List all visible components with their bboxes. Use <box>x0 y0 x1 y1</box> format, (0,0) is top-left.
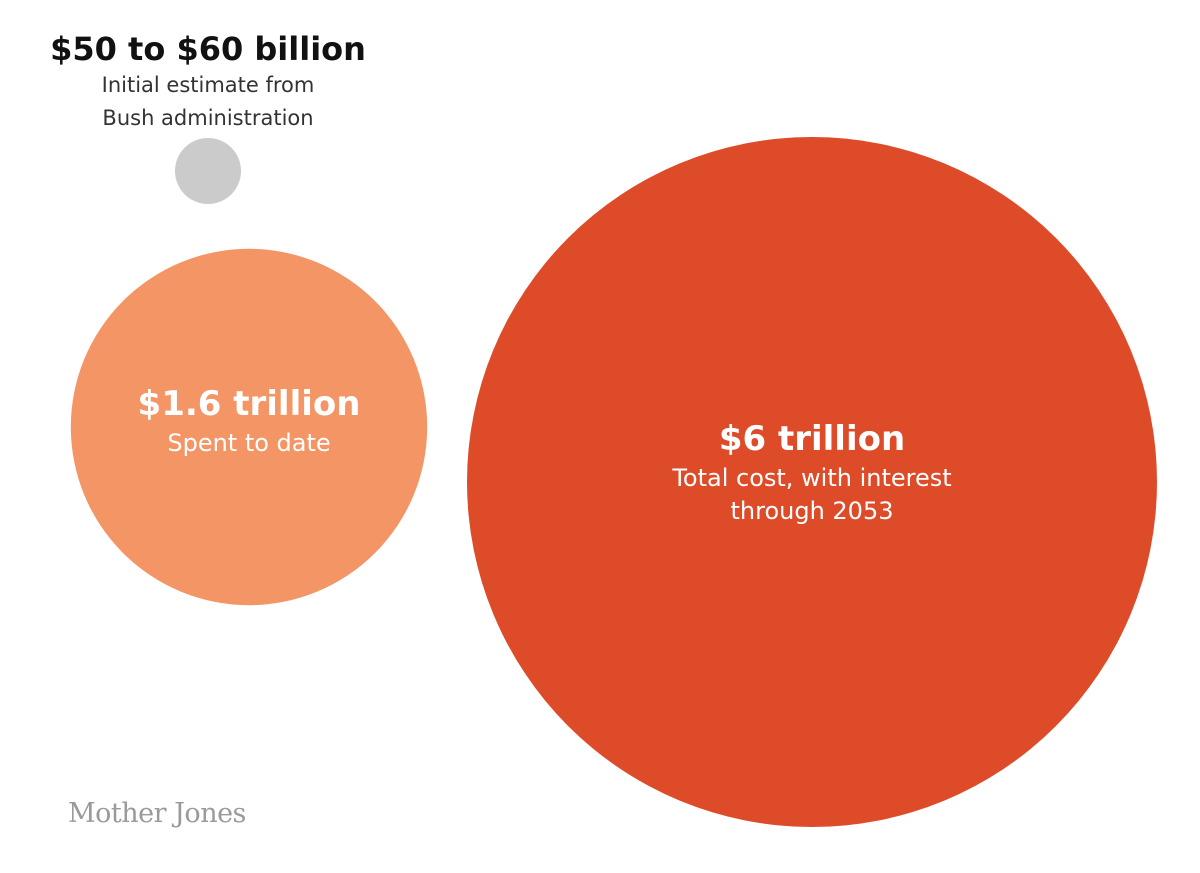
mother-jones-logo: Mother Jones <box>68 798 246 829</box>
bubble-3-description-line: through 2053 <box>730 497 893 525</box>
labels-layer: $50 to $60 billion Initial estimate from B… <box>50 30 952 525</box>
bubbles-layer <box>70 137 1157 827</box>
bubble-1-description-line: Initial estimate from <box>102 73 315 97</box>
bubble-2-value-label: $1.6 trillion <box>138 384 361 424</box>
bubble-1 <box>175 138 241 204</box>
bubble-3-value-label: $6 trillion <box>719 419 905 459</box>
bubble-3 <box>467 137 1157 827</box>
bubble-2-description-line: Spent to date <box>167 429 330 457</box>
bubble-1-description-line: Bush administration <box>102 106 313 130</box>
bubble-2 <box>70 248 428 606</box>
bubble-1-value-label: $50 to $60 billion <box>50 30 366 68</box>
bubble-3-description-line: Total cost, with interest <box>671 464 951 492</box>
